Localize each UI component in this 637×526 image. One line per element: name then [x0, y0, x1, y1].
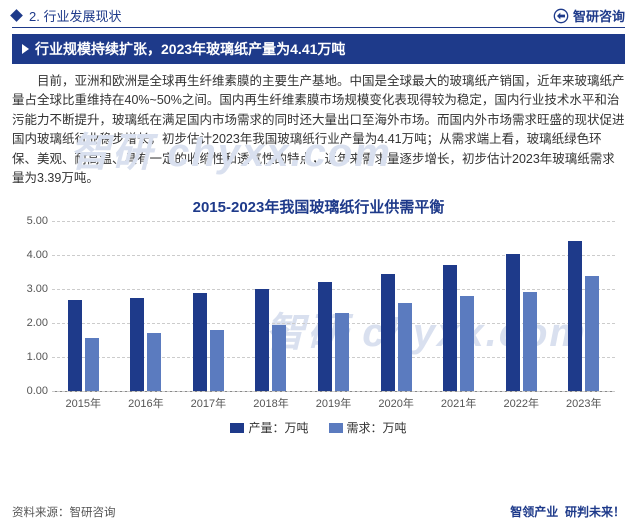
brand-label: 智研咨询 [573, 6, 625, 25]
bar-production [318, 282, 332, 391]
y-tick: 3.00 [12, 283, 48, 295]
legend-label: 产量：万吨 [248, 419, 308, 436]
y-tick: 5.00 [12, 215, 48, 227]
bar-demand [398, 303, 412, 391]
bar-group [177, 221, 240, 391]
section-number: 2. 行业发展现状 [12, 6, 121, 25]
x-tick: 2019年 [302, 392, 365, 411]
bar-production [381, 274, 395, 391]
bar-demand [585, 276, 599, 391]
body-text: 目前，亚洲和欧洲是全球再生纤维素膜的主要生产基地。中国是全球最大的玻璃纸产销国，… [12, 72, 625, 188]
bar-demand [523, 292, 537, 391]
footer-right: 研判未来！ [565, 505, 625, 519]
y-tick: 2.00 [12, 317, 48, 329]
x-tick: 2022年 [490, 392, 553, 411]
topbar: 2. 行业发展现状 智研咨询 [0, 0, 637, 27]
chart-title: 2015-2023年我国玻璃纸行业供需平衡 [12, 196, 625, 217]
bar-demand [272, 325, 286, 391]
bar-demand [147, 333, 161, 391]
x-tick: 2021年 [427, 392, 490, 411]
bar-group [240, 221, 303, 391]
plot-area: 0.001.002.003.004.005.00 [52, 221, 615, 391]
heading-text: 行业规模持续扩张，2023年玻璃纸产量为4.41万吨 [35, 39, 345, 59]
brand-icon [553, 8, 569, 24]
heading-bullet-icon [22, 44, 29, 54]
bar-group [302, 221, 365, 391]
bar-group [365, 221, 428, 391]
legend-item-demand: 需求：万吨 [329, 419, 407, 436]
x-axis: 2015年2016年2017年2018年2019年2020年2021年2022年… [52, 391, 615, 411]
source: 资料来源：智研咨询 [12, 504, 116, 520]
bar-production [193, 293, 207, 392]
y-tick: 4.00 [12, 249, 48, 261]
x-tick: 2018年 [240, 392, 303, 411]
legend-swatch [230, 423, 244, 433]
y-tick: 1.00 [12, 351, 48, 363]
legend-item-production: 产量：万吨 [230, 419, 308, 436]
x-tick: 2016年 [115, 392, 178, 411]
bar-production [568, 241, 582, 391]
bar-group [490, 221, 553, 391]
legend-swatch [329, 423, 343, 433]
bar-demand [460, 296, 474, 391]
y-tick: 0.00 [12, 385, 48, 397]
section-label: 2. 行业发展现状 [29, 6, 121, 25]
bar-production [443, 265, 457, 391]
x-tick: 2023年 [553, 392, 616, 411]
diamond-icon [10, 9, 23, 22]
divider [12, 27, 625, 28]
bar-group [115, 221, 178, 391]
heading-bar: 行业规模持续扩张，2023年玻璃纸产量为4.41万吨 [12, 34, 625, 64]
bar-production [68, 300, 82, 391]
legend: 产量：万吨 需求：万吨 [12, 419, 625, 436]
footer-slogan: 智领产业 研判未来！ [510, 503, 625, 520]
bar-demand [335, 313, 349, 391]
chart: 2015-2023年我国玻璃纸行业供需平衡 0.001.002.003.004.… [12, 196, 625, 436]
legend-label: 需求：万吨 [347, 419, 407, 436]
x-tick: 2017年 [177, 392, 240, 411]
brand: 智研咨询 [553, 6, 625, 25]
bar-production [506, 254, 520, 392]
bar-demand [85, 338, 99, 392]
bar-production [130, 298, 144, 392]
bar-demand [210, 330, 224, 391]
x-tick: 2015年 [52, 392, 115, 411]
footer-left: 智领产业 [510, 505, 558, 519]
x-tick: 2020年 [365, 392, 428, 411]
bar-group [427, 221, 490, 391]
bar-group [52, 221, 115, 391]
bar-group [553, 221, 616, 391]
bar-production [255, 289, 269, 391]
